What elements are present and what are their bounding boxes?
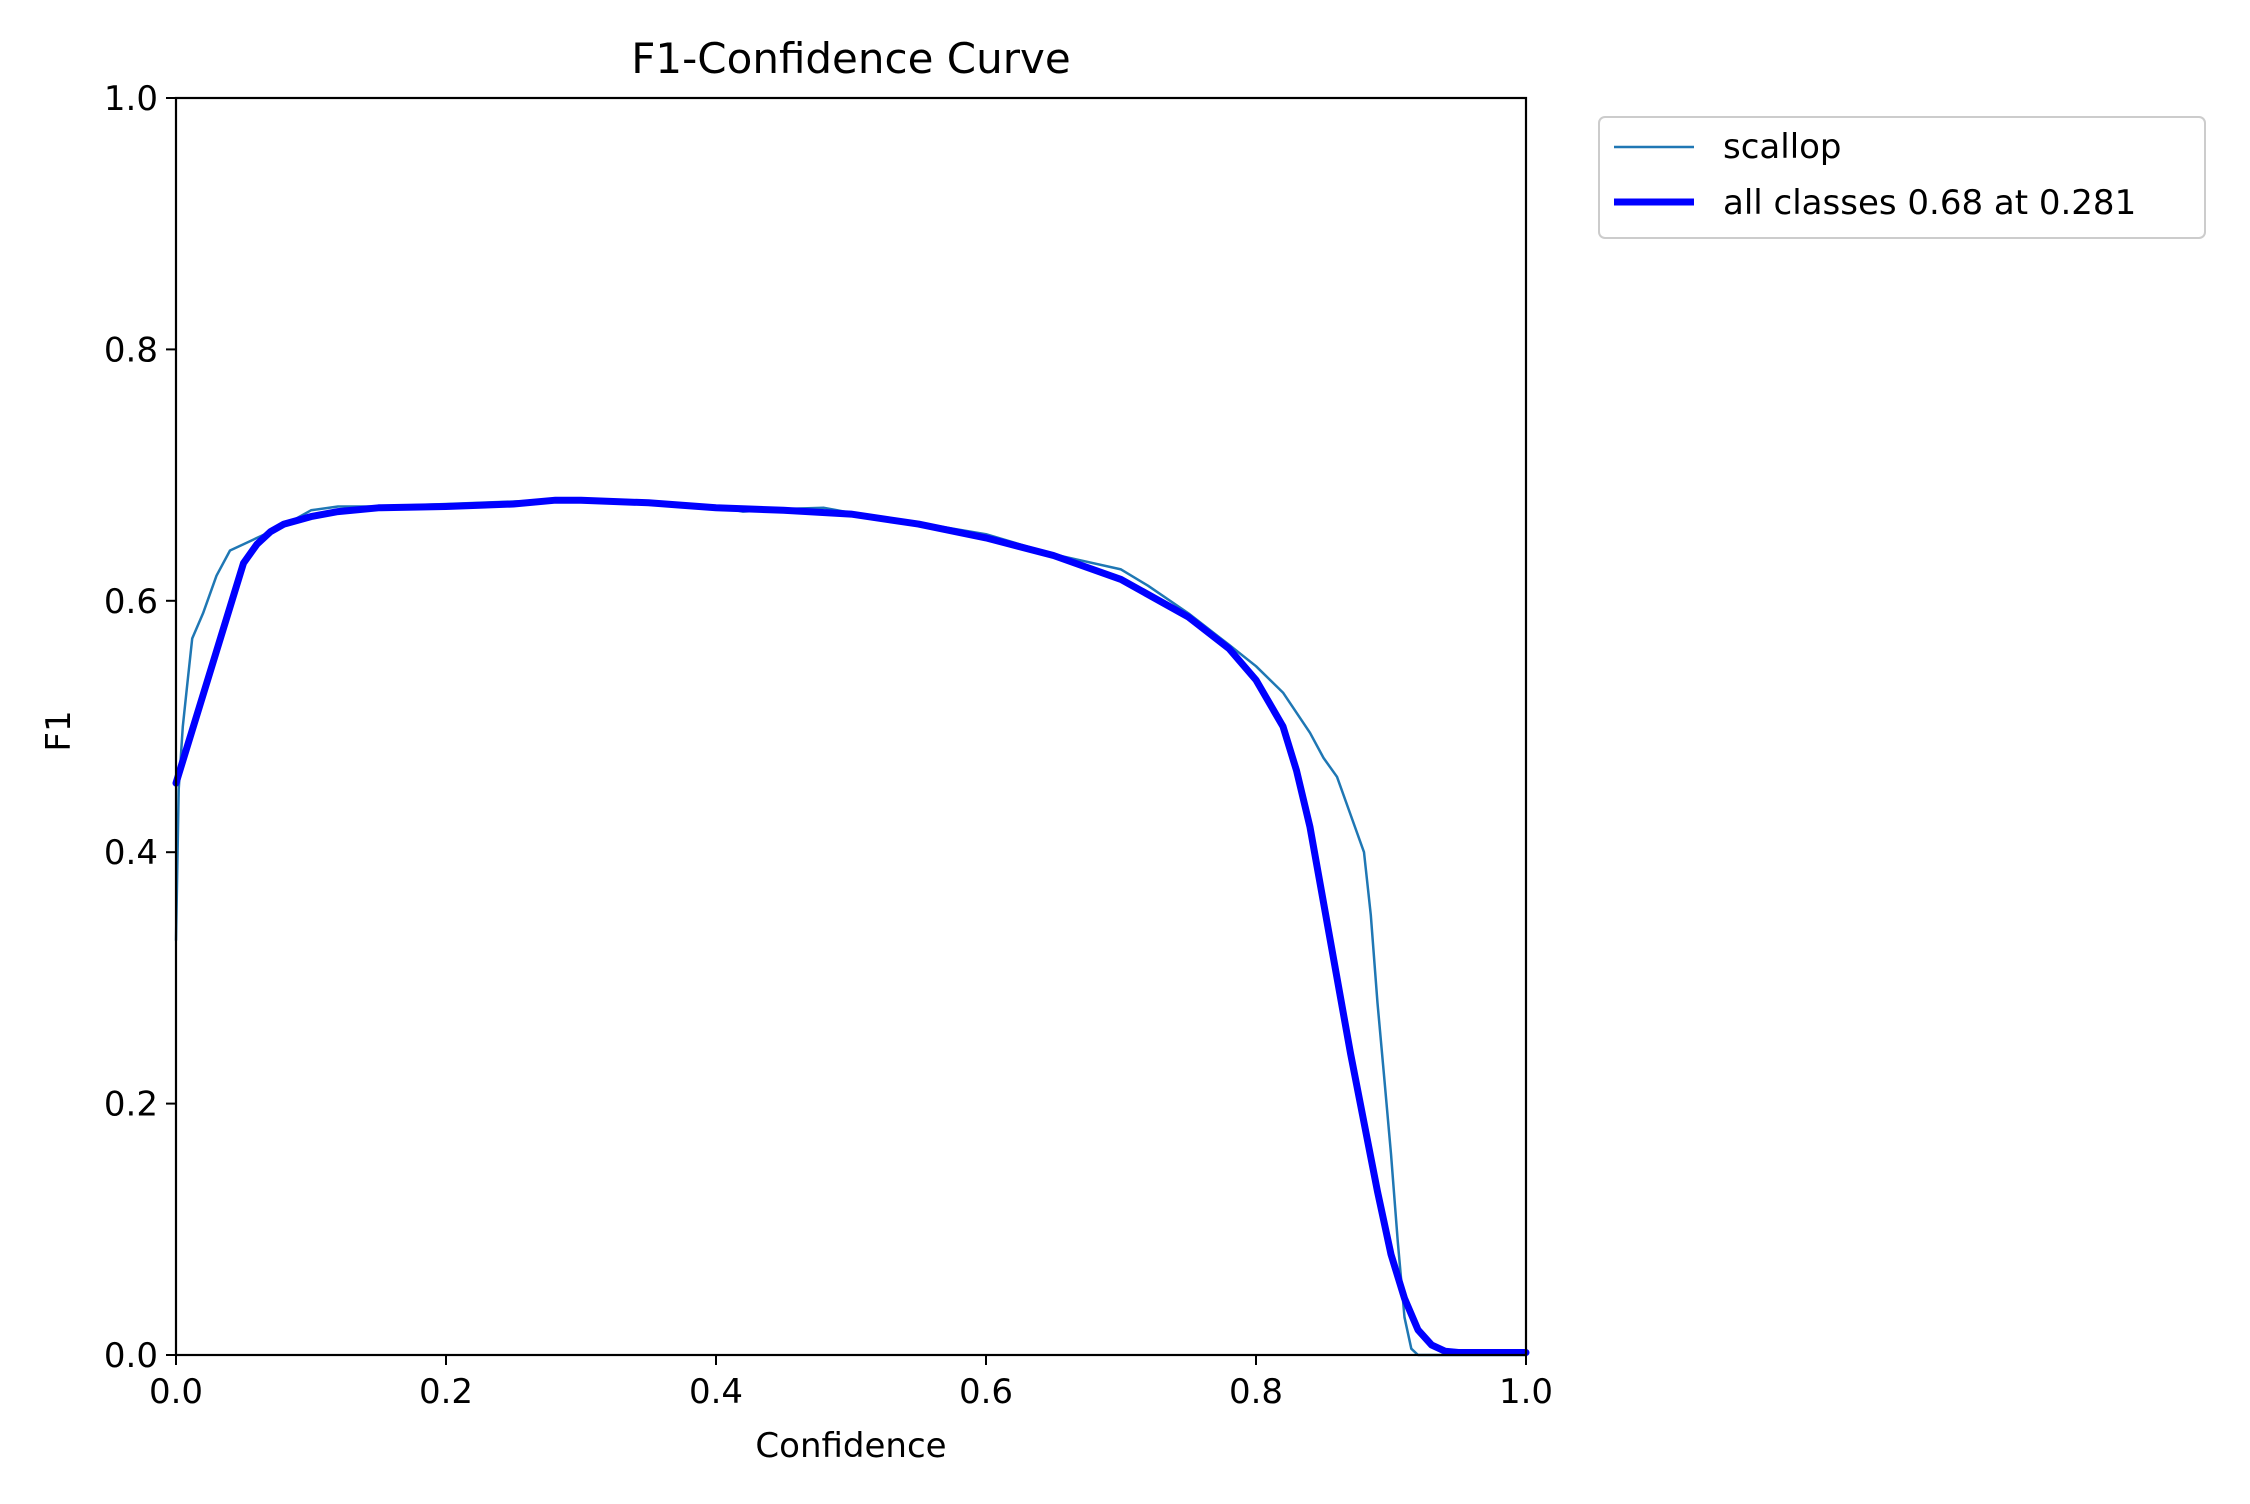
x-tick-label: 0.6	[959, 1372, 1013, 1412]
y-tick-label: 0.6	[104, 582, 158, 622]
y-tick-label: 0.4	[104, 833, 158, 873]
series-line-0	[174, 498, 1528, 1357]
y-tick-label: 0.0	[104, 1336, 158, 1376]
x-tick-label: 1.0	[1499, 1372, 1553, 1412]
legend-label-scallop: scallop	[1723, 127, 1842, 167]
x-tick-label: 0.0	[149, 1372, 203, 1412]
legend-label-all-classes: all classes 0.68 at 0.281	[1723, 183, 2136, 223]
y-tick-label: 0.2	[104, 1085, 158, 1125]
x-tick-label: 0.8	[1229, 1372, 1283, 1412]
x-axis-label: Confidence	[755, 1426, 946, 1466]
x-tick-label: 0.2	[419, 1372, 473, 1412]
plot-frame	[174, 96, 1528, 1357]
x-tick-label: 0.4	[689, 1372, 743, 1412]
series-layer	[172, 496, 1530, 1357]
ticks-layer: 0.0 0.2 0.4 0.6 0.8 1.0 0.0 0.2 0.4 0.6 0.8 1.0	[104, 79, 1553, 1412]
series-line-1	[172, 496, 1530, 1356]
legend-box	[1598, 116, 2206, 239]
chart-title: F1-Confidence Curve	[631, 34, 1070, 83]
y-tick-label: 1.0	[104, 79, 158, 119]
y-tick-label: 0.8	[104, 330, 158, 370]
legend: scallop all classes 0.68 at 0.281	[1598, 116, 2206, 239]
y-axis-label: F1	[39, 710, 79, 751]
